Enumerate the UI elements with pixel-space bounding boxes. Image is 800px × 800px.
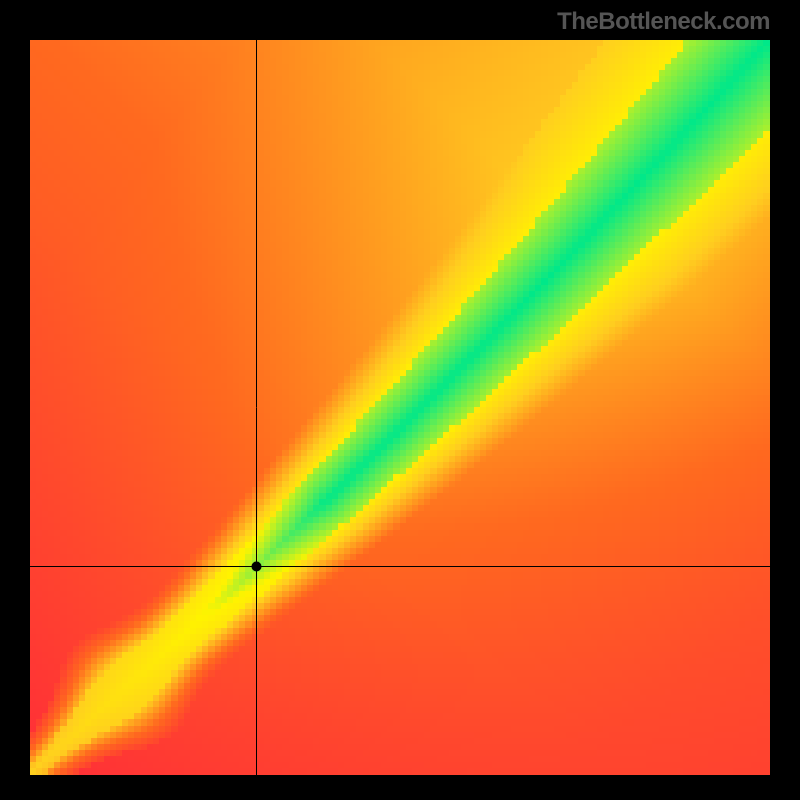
chart-container: TheBottleneck.com <box>0 0 800 800</box>
heatmap-canvas <box>30 40 770 775</box>
watermark-text: TheBottleneck.com <box>557 8 770 36</box>
